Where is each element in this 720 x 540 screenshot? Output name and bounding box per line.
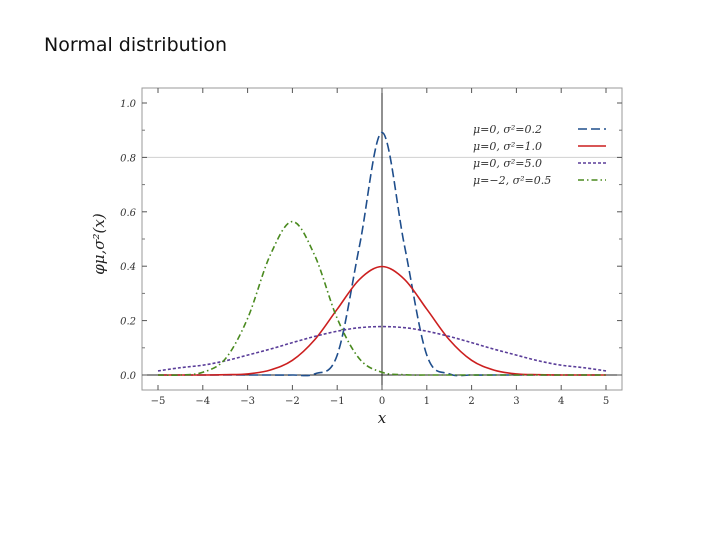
y-tick-label: 0.0 bbox=[120, 371, 137, 382]
y-tick-label: 0.2 bbox=[120, 317, 136, 328]
x-tick-label: 5 bbox=[603, 396, 609, 407]
legend-label-2: μ=0, σ²=1.0 bbox=[473, 140, 542, 153]
legend-label-3: μ=0, σ²=5.0 bbox=[473, 157, 542, 170]
y-tick-label: 1.0 bbox=[120, 99, 137, 110]
y-tick-label: 0.4 bbox=[120, 262, 136, 273]
x-tick-label: 1 bbox=[424, 396, 430, 407]
y-tick-label: 0.8 bbox=[120, 153, 136, 164]
x-tick-label: −1 bbox=[330, 396, 345, 407]
y-axis-label: φμ,σ²(x) bbox=[90, 213, 108, 275]
x-tick-label: −4 bbox=[195, 396, 210, 407]
y-tick-label: 0.6 bbox=[120, 208, 137, 219]
x-tick-label: 3 bbox=[513, 396, 519, 407]
x-tick-label: −3 bbox=[240, 396, 255, 407]
x-tick-label: −5 bbox=[151, 396, 166, 407]
series-line-4 bbox=[157, 220, 606, 377]
slide-title: Normal distribution bbox=[44, 34, 228, 56]
x-tick-label: 4 bbox=[558, 396, 564, 407]
x-tick-label: 2 bbox=[468, 396, 474, 407]
legend-label-4: μ=−2, σ²=0.5 bbox=[473, 174, 551, 187]
x-tick-label: 0 bbox=[379, 396, 385, 407]
x-axis-label: x bbox=[378, 409, 387, 427]
legend-label-1: μ=0, σ²=0.2 bbox=[473, 123, 542, 136]
x-tick-label: −2 bbox=[285, 396, 300, 407]
